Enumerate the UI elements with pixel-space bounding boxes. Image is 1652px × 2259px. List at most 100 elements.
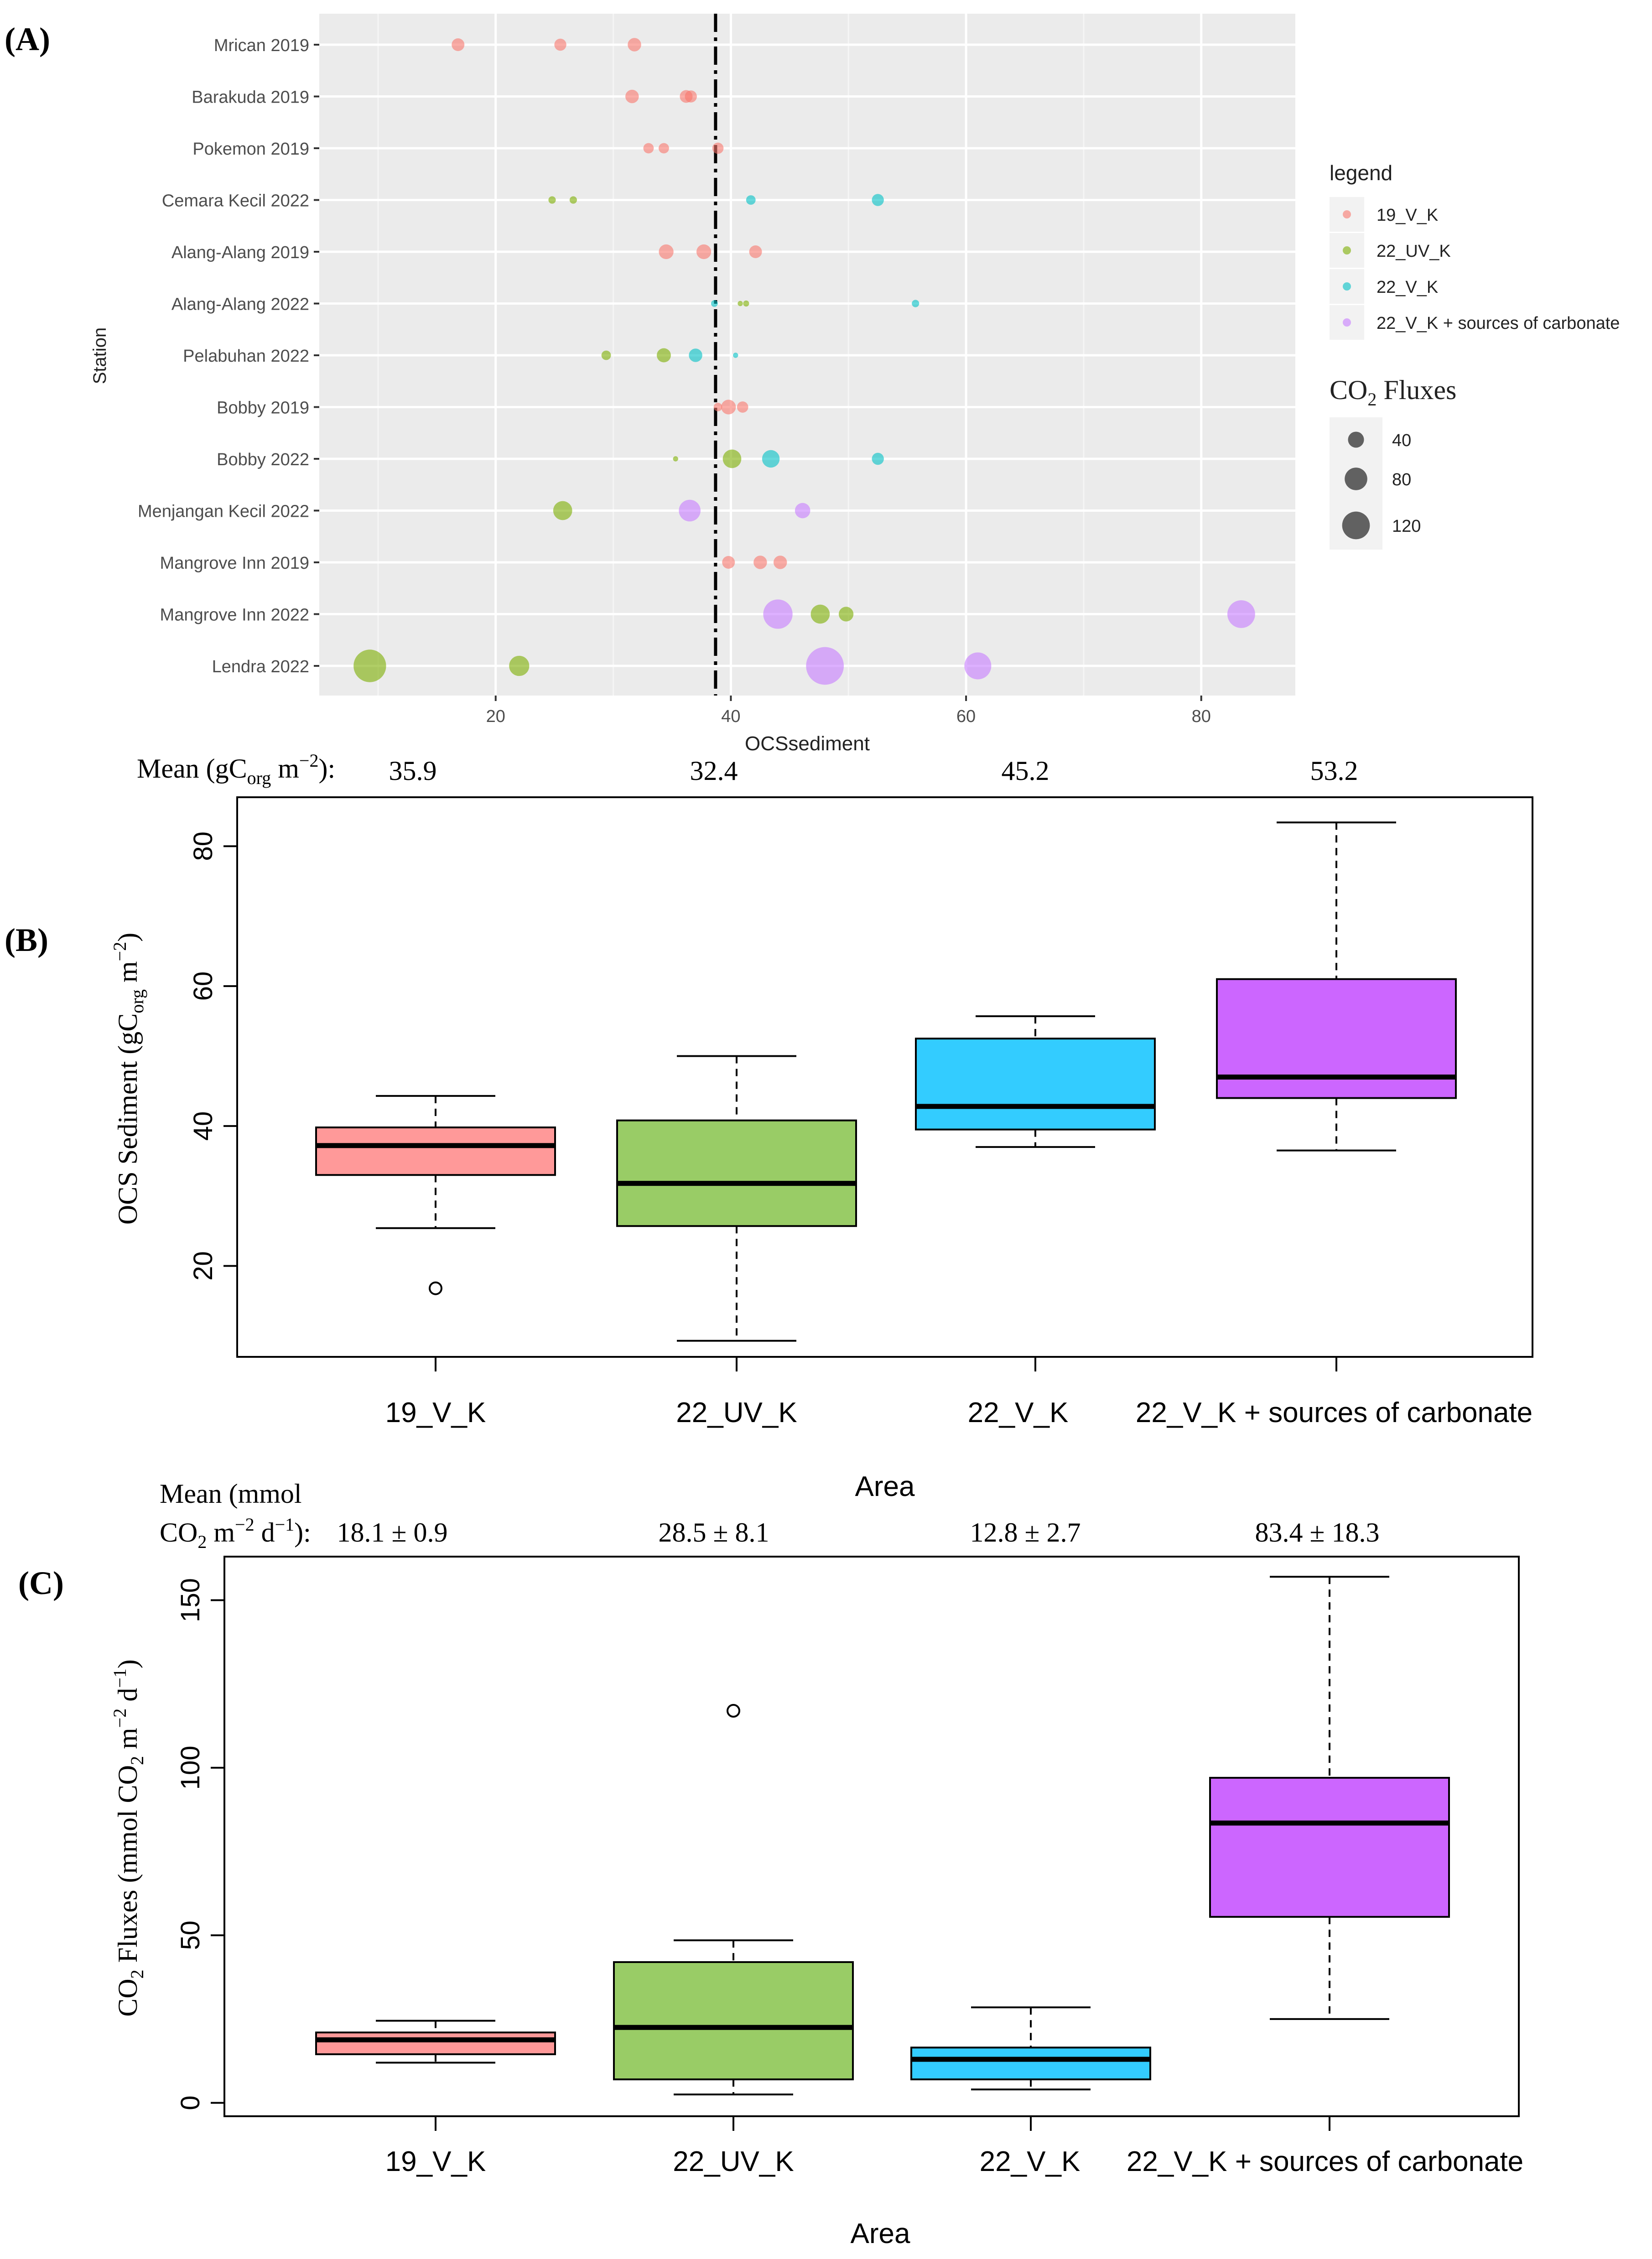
data-point-19_V_K	[713, 403, 722, 411]
mean-value: 32.4	[690, 756, 738, 786]
data-point-22_V_K_carb	[1227, 600, 1255, 628]
panel-c-boxes	[315, 1576, 1450, 2096]
data-point-19_V_K	[749, 245, 762, 259]
data-point-22_UV_K	[722, 449, 742, 468]
y-tick-label: 0	[176, 2095, 205, 2110]
box-22_V_K + sources of carbonate	[1216, 978, 1457, 1099]
data-point-22_V_K_carb	[795, 503, 810, 519]
panel-c-mean-label-line2: CO2 m−2 d−1):	[160, 1514, 311, 1552]
data-point-19_V_K	[721, 400, 736, 415]
size-label: 120	[1392, 517, 1421, 536]
station-label: Alang-Alang 2019	[171, 243, 309, 262]
legend-label: 22_V_K + sources of carbonate	[1377, 314, 1620, 333]
data-point-22_V_K	[689, 348, 702, 362]
data-point-22_UV_K	[509, 655, 530, 676]
data-point-19_V_K	[643, 143, 654, 154]
station-label: Mrican 2019	[214, 36, 309, 55]
box-22_V_K	[915, 1038, 1156, 1131]
mean-value: 53.2	[1310, 756, 1358, 786]
data-point-19_V_K	[554, 38, 566, 51]
mean-value: 18.1 ± 0.9	[337, 1517, 448, 1548]
mean-value: 35.9	[389, 756, 437, 786]
x-tick-label: 22_V_K	[980, 2146, 1081, 2177]
data-point-22_V_K	[733, 353, 738, 358]
data-point-19_V_K	[737, 401, 748, 413]
x-tick-label: 40	[721, 707, 740, 726]
panel-b-x-ticks: 19_V_K 22_UV_K 22_V_K 22_V_K + sources of c…	[385, 1356, 1533, 1428]
data-point-19_V_K	[722, 556, 735, 569]
panel-a-x-axis-label: OCSsediment	[745, 732, 870, 755]
data-point-22_UV_K	[838, 607, 854, 622]
data-point-22_V_K	[912, 300, 920, 307]
station-label: Barakuda 2019	[192, 88, 309, 107]
data-point-22_V_K	[762, 450, 780, 468]
size-label: 40	[1392, 431, 1411, 450]
panel-label-a: (A)	[5, 21, 50, 57]
y-tick-label: 40	[188, 1111, 218, 1141]
legend-key-22_V_K	[1343, 282, 1351, 291]
data-point-22_UV_K	[548, 196, 556, 204]
x-tick-label: 22_UV_K	[673, 2146, 794, 2177]
data-point-22_V_K	[872, 194, 884, 206]
data-point-22_UV_K	[810, 604, 830, 624]
panel-c-boxplot: Mean (mmol CO2 m−2 d−1): 18.1 ± 0.9 28.5 …	[109, 1479, 1523, 2249]
station-label: Mangrove Inn 2019	[160, 554, 309, 573]
x-tick-label: 22_V_K + sources of carbonate	[1127, 2146, 1523, 2177]
x-tick-label: 19_V_K	[385, 2146, 486, 2177]
panel-a-station-labels: Mrican 2019 Barakuda 2019 Pokemon 2019 Cema…	[138, 36, 319, 676]
box-22_UV_K	[613, 1961, 854, 2081]
panel-a-gridlines	[319, 14, 1295, 696]
panel-label-c: (C)	[18, 1565, 64, 1601]
y-tick-label: 50	[176, 1921, 205, 1950]
station-label: Cemara Kecil 2022	[162, 192, 309, 211]
data-point-19_V_K	[628, 38, 641, 52]
size-key	[1342, 511, 1370, 540]
data-point-19_V_K	[773, 556, 787, 569]
box-22_UV_K	[616, 1119, 857, 1227]
panel-c-y-ticks: 0 50 100 150	[176, 1578, 225, 2110]
data-point-19_V_K	[659, 143, 669, 154]
data-point-19_V_K	[625, 89, 639, 104]
x-tick-label: 22_V_K + sources of carbonate	[1136, 1397, 1533, 1428]
mean-value: 28.5 ± 8.1	[659, 1517, 769, 1548]
data-point-22_V_K	[872, 452, 884, 465]
data-point-19_V_K	[685, 90, 697, 103]
size-key	[1345, 467, 1367, 490]
y-tick-label: 60	[188, 971, 218, 1001]
data-point-22_UV_K	[553, 501, 572, 520]
legend-key-22_UV_K	[1343, 246, 1351, 254]
panel-a-points	[353, 38, 1255, 685]
station-label: Lendra 2022	[212, 657, 309, 676]
station-label: Pelabuhan 2022	[183, 347, 309, 366]
panel-b-mean-values: 35.9 32.4 45.2 53.2	[389, 756, 1358, 786]
station-label: Alang-Alang 2022	[171, 295, 309, 314]
x-tick-label: 19_V_K	[385, 1397, 486, 1428]
y-tick-label: 20	[188, 1251, 218, 1281]
legend-key-19_V_K	[1343, 210, 1351, 218]
data-point-22_V_K_carb	[763, 599, 793, 629]
y-tick-label: 80	[188, 831, 218, 861]
panel-a-y-axis-label: Station	[90, 327, 110, 384]
y-tick-label: 100	[176, 1745, 205, 1790]
legend-label: 19_V_K	[1377, 206, 1438, 225]
station-label: Menjangan Kecil 2022	[138, 502, 309, 521]
outlier-point	[429, 1281, 442, 1295]
panel-a-color-legend: legend 19_V_K 22_UV_K 22_V_K 22_V_K + sourc…	[1330, 161, 1620, 340]
box-19_V_K	[315, 1126, 556, 1176]
panel-c-mean-label-line1: Mean (mmol	[160, 1479, 302, 1509]
panel-b-x-axis-label: Area	[855, 1471, 915, 1502]
panel-c-mean-values: 18.1 ± 0.9 28.5 ± 8.1 12.8 ± 2.7 83.4 ± 18.…	[337, 1517, 1380, 1548]
legend-key-22_V_K_carb	[1343, 318, 1351, 327]
panel-b-y-axis-label: OCS Sediment (gCorg m−2)	[109, 933, 147, 1225]
panel-c-y-axis-label: CO2 Fluxes (mmol CO2 m−2 d−1)	[109, 1659, 147, 2017]
outlier-point	[727, 1703, 740, 1718]
mean-value: 12.8 ± 2.7	[970, 1517, 1081, 1548]
panel-b-boxplot: Mean (gCorg m−2): 35.9 32.4 45.2 53.2 20 40 6…	[109, 750, 1533, 1502]
x-tick-label: 20	[486, 707, 505, 726]
box-22_V_K	[910, 2046, 1151, 2081]
data-point-22_V_K_carb	[679, 499, 701, 522]
x-tick-label: 22_V_K	[968, 1397, 1069, 1428]
station-label: Pokemon 2019	[192, 140, 309, 159]
legend-title: legend	[1330, 161, 1392, 185]
